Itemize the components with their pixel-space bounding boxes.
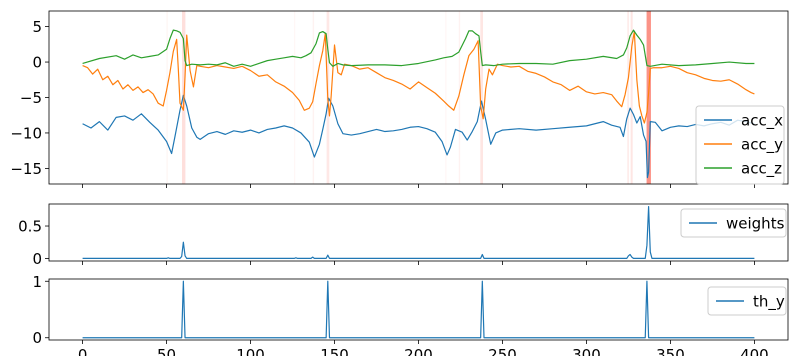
series-line-th_y	[82, 280, 755, 339]
series-line-acc_z	[82, 29, 755, 67]
legend-label-acc_x: acc_x	[741, 112, 783, 131]
legend-label-th_y: th_y	[753, 293, 785, 312]
highlight-band	[458, 11, 461, 184]
x-tick-label: 0	[78, 346, 88, 356]
y-tick-label: 0.5	[18, 218, 42, 236]
y-tick-label: −5	[20, 89, 42, 107]
x-tick-label: 300	[572, 346, 601, 356]
legend: acc_x acc_y acc_z	[695, 105, 785, 185]
y-tick-label: −10	[10, 124, 42, 142]
x-tick-label: 50	[157, 346, 176, 356]
axes-frame	[48, 10, 789, 185]
legend-label-acc_y: acc_y	[741, 136, 783, 155]
legend-label-acc_z: acc_z	[741, 160, 782, 179]
axes-frame	[48, 278, 789, 341]
legend-box	[695, 105, 785, 185]
series-line-weights	[82, 205, 755, 260]
legend-label-weights: weights	[726, 215, 785, 233]
x-tick-label: 200	[404, 346, 433, 356]
y-tick-label: 0	[32, 54, 42, 72]
legend-box	[680, 208, 787, 238]
highlight-band	[166, 11, 168, 184]
y-tick-label: 5	[32, 18, 42, 36]
highlight-band	[480, 11, 483, 184]
highlight-band	[630, 11, 633, 184]
panel-weights: 0.5 0 weights	[18, 203, 789, 268]
x-tick-label: 150	[320, 346, 349, 356]
y-tick-label: 1	[32, 273, 42, 291]
legend: weights	[680, 208, 787, 238]
panel-accelerometer: 5 0 −5 −10 −15 acc_x acc_y acc_z	[10, 10, 789, 188]
y-tick-label: 0	[32, 250, 42, 268]
highlight-band	[445, 11, 447, 184]
legend-box	[707, 286, 787, 316]
axes-frame	[48, 203, 789, 262]
series-line-acc_x	[82, 94, 755, 179]
x-tick-label: 350	[656, 346, 685, 356]
legend: th_y	[707, 286, 787, 316]
y-tick-label: 0	[32, 329, 42, 347]
y-tick-label: −15	[10, 160, 42, 178]
highlight-band	[627, 11, 629, 184]
x-tick-label: 100	[236, 346, 265, 356]
x-tick-label: 250	[488, 346, 517, 356]
highlight-band	[294, 11, 296, 184]
x-tick-label: 400	[740, 346, 769, 356]
series-line-acc_y	[82, 30, 755, 124]
